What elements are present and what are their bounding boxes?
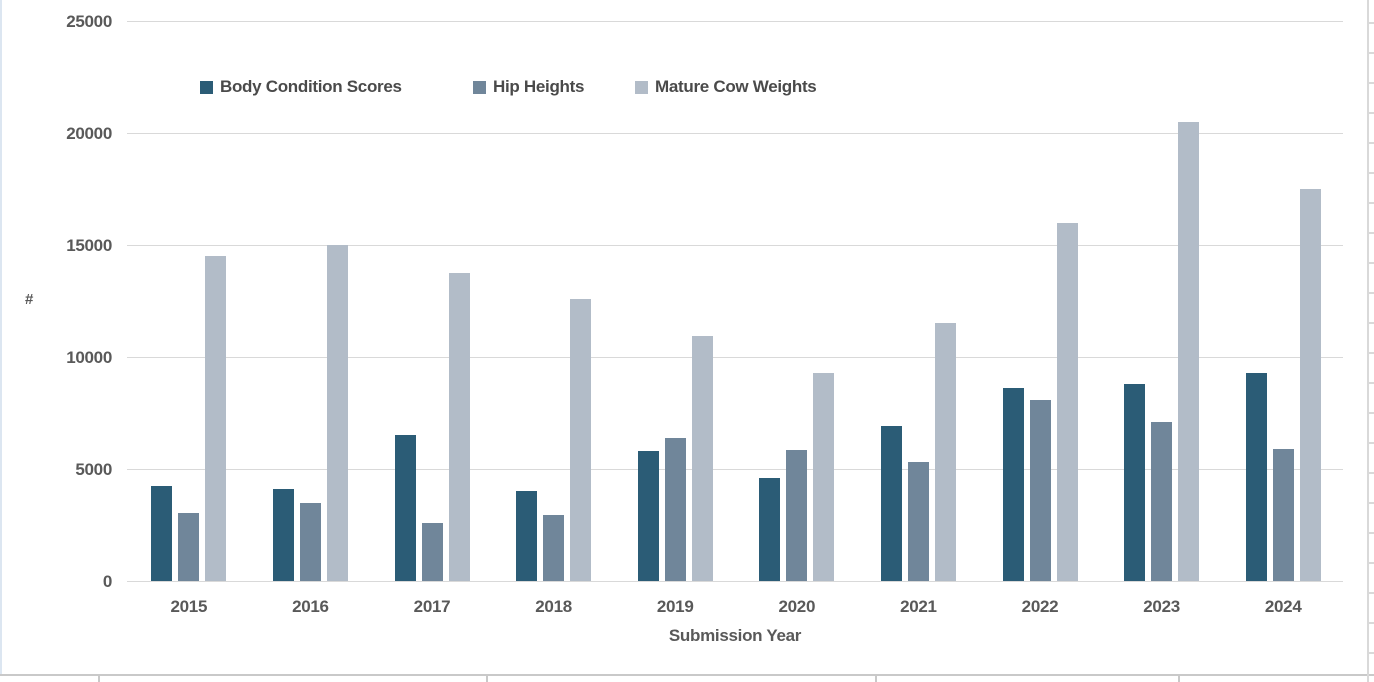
bar-mature-cow-weights-2021 — [934, 323, 956, 581]
worksheet-gridline-right — [1367, 0, 1369, 682]
worksheet-row-tick — [1368, 322, 1374, 324]
bar-mature-cow-weights-2023 — [1178, 121, 1200, 581]
worksheet-column-tick — [486, 676, 488, 682]
legend-swatch-icon — [635, 80, 648, 94]
bar-hip-heights-2016 — [299, 502, 321, 581]
bar-body-condition-scores-2021 — [880, 426, 902, 581]
legend-swatch-icon — [473, 80, 486, 94]
legend-swatch-icon — [200, 80, 213, 94]
x-tick-label-2023: 2023 — [1143, 597, 1180, 616]
y-tick-label-0: 0 — [102, 571, 112, 591]
legend-item-body-condition-scores: Body Condition Scores — [200, 77, 402, 97]
bar-body-condition-scores-2015 — [151, 485, 173, 581]
legend-label: Body Condition Scores — [220, 77, 402, 96]
worksheet-row-tick — [1368, 592, 1374, 594]
bar-hip-heights-2024 — [1272, 448, 1294, 581]
bar-mature-cow-weights-2019 — [691, 335, 713, 581]
worksheet-row-tick — [1368, 202, 1374, 204]
worksheet-row-tick — [1368, 352, 1374, 354]
bar-mature-cow-weights-2022 — [1056, 222, 1078, 581]
x-axis-title: Submission Year — [668, 626, 802, 645]
bar-hip-heights-2020 — [786, 449, 808, 581]
y-axis-title: # — [25, 291, 34, 308]
legend-label: Mature Cow Weights — [655, 77, 817, 96]
y-tick-label-15000: 15000 — [66, 235, 112, 255]
worksheet-row-tick — [1368, 562, 1374, 564]
worksheet-row-tick — [1368, 502, 1374, 504]
worksheet-row-tick — [1368, 472, 1374, 474]
worksheet-row-tick — [1368, 262, 1374, 264]
worksheet-row-tick — [1368, 22, 1374, 24]
chart-left-border — [0, 0, 2, 674]
gridline-y-5000 — [127, 469, 1343, 470]
bar-body-condition-scores-2017 — [394, 435, 416, 581]
bar-hip-heights-2021 — [907, 462, 929, 581]
x-tick-label-2016: 2016 — [292, 597, 329, 616]
worksheet-row-tick — [1368, 232, 1374, 234]
worksheet-row-tick — [1368, 442, 1374, 444]
worksheet-row-tick — [1368, 142, 1374, 144]
worksheet-row-tick — [1368, 292, 1374, 294]
gridline-y-25000 — [127, 21, 1343, 22]
bar-hip-heights-2018 — [543, 514, 565, 581]
y-tick-label-10000: 10000 — [66, 347, 112, 367]
worksheet-column-tick — [875, 676, 877, 682]
bar-body-condition-scores-2019 — [637, 451, 659, 581]
gridline-y-15000 — [127, 245, 1343, 246]
worksheet-column-tick — [98, 676, 100, 682]
worksheet-row-tick — [1368, 52, 1374, 54]
y-tick-label-5000: 5000 — [75, 459, 112, 479]
bar-body-condition-scores-2023 — [1124, 383, 1146, 581]
worksheet-row-tick — [1368, 112, 1374, 114]
x-tick-label-2024: 2024 — [1264, 597, 1302, 616]
bar-mature-cow-weights-2017 — [448, 273, 470, 581]
bar-hip-heights-2023 — [1151, 421, 1173, 581]
bar-body-condition-scores-2018 — [516, 491, 538, 581]
bar-body-condition-scores-2024 — [1245, 372, 1267, 581]
x-tick-label-2017: 2017 — [413, 597, 451, 616]
bar-body-condition-scores-2020 — [759, 477, 781, 581]
bar-mature-cow-weights-2020 — [813, 372, 835, 581]
bar-hip-heights-2017 — [421, 522, 443, 581]
worksheet-row-tick — [1368, 382, 1374, 384]
bar-body-condition-scores-2022 — [1002, 388, 1024, 581]
gridline-y-0 — [127, 581, 1343, 582]
x-tick-label-2015: 2015 — [170, 597, 208, 616]
worksheet-row-tick — [1368, 172, 1374, 174]
worksheet-row-tick — [1368, 532, 1374, 534]
worksheet-column-tick — [1178, 676, 1180, 682]
x-tick-label-2021: 2021 — [900, 597, 937, 616]
legend-label: Hip Heights — [493, 77, 585, 96]
y-tick-label-20000: 20000 — [66, 123, 112, 143]
bar-hip-heights-2019 — [664, 437, 686, 581]
y-tick-label-25000: 25000 — [66, 11, 112, 31]
worksheet-row-tick — [1368, 412, 1374, 414]
bar-hip-heights-2015 — [178, 512, 200, 581]
x-tick-label-2019: 2019 — [656, 597, 694, 616]
legend-item-mature-cow-weights: Mature Cow Weights — [635, 77, 817, 97]
gridline-y-10000 — [127, 357, 1343, 358]
x-tick-label-2020: 2020 — [778, 597, 816, 616]
bar-body-condition-scores-2016 — [272, 489, 294, 581]
worksheet-row-tick — [1368, 622, 1374, 624]
x-tick-label-2018: 2018 — [535, 597, 572, 616]
bar-mature-cow-weights-2018 — [570, 298, 592, 581]
bar-mature-cow-weights-2016 — [326, 245, 348, 581]
bar-hip-heights-2022 — [1029, 399, 1051, 581]
worksheet-row-tick — [1368, 82, 1374, 84]
gridline-y-20000 — [127, 133, 1343, 134]
bar-mature-cow-weights-2015 — [205, 256, 227, 581]
worksheet-gridline-bottom — [0, 674, 1374, 676]
x-tick-label-2022: 2022 — [1021, 597, 1059, 616]
bar-mature-cow-weights-2024 — [1299, 189, 1321, 581]
legend-item-hip-heights: Hip Heights — [473, 77, 584, 97]
worksheet-row-tick — [1368, 652, 1374, 654]
